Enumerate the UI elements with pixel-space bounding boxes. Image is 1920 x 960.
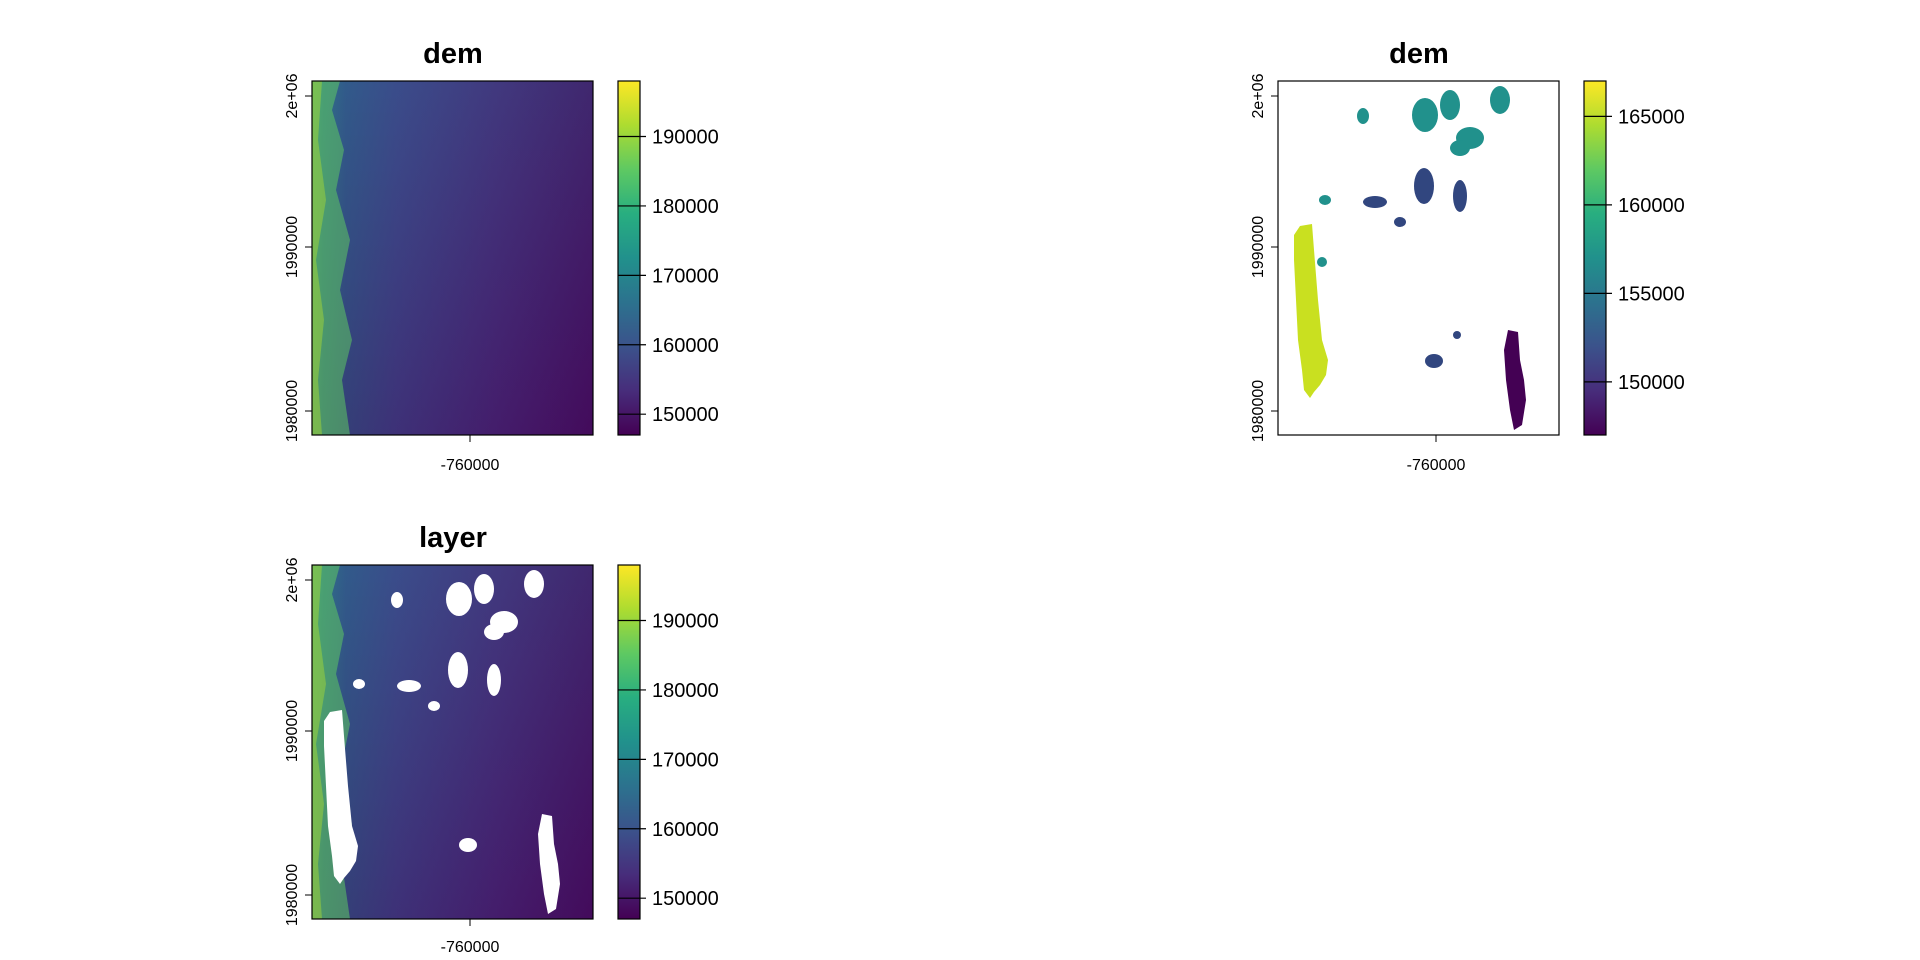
region-southeast [1504,330,1526,430]
colorbar-tick-label: 180000 [652,196,719,218]
colorbar-tick-label: 190000 [652,127,719,149]
panel-layer: layer -760000 [284,522,719,956]
colorbar-tick-label: 170000 [652,749,719,771]
colorbar-tick-label: 160000 [652,335,719,357]
plot-frame [311,80,594,436]
y-tick-label: 1990000 [1250,216,1267,278]
region-west [1294,224,1328,398]
y-tick-label: 1980000 [284,380,301,442]
colorbar-tick-label: 160000 [652,819,719,841]
raster-regions [1294,86,1526,430]
panel-dem-2: dem -760000 [1250,38,1685,474]
colorbar-tick-label: 150000 [1618,372,1685,394]
panel-title: layer [419,522,487,554]
y-tick-label: 1990000 [284,700,301,762]
x-axis: -760000 [1407,435,1466,474]
colorbar-tick-label: 160000 [1618,195,1685,217]
raster [312,565,593,919]
raster [312,81,593,435]
x-tick-label: -760000 [1407,457,1466,474]
colorbar-tick-label: 150000 [652,404,719,426]
colorbar: 150000 160000 170000 180000 190000 [617,80,719,436]
colorbar: 150000 155000 160000 165000 [1583,80,1685,436]
colorbar-tick-label: 150000 [652,888,719,910]
colorbar-tick-label: 155000 [1618,283,1685,305]
panel-dem-1: dem -760000 1980000 1990000 2e+06 150000… [284,38,719,474]
y-tick-label: 2e+06 [1250,73,1267,118]
colorbar-tick-label: 190000 [652,611,719,633]
panel-title: dem [1389,38,1449,70]
y-axis: 1980000 1990000 2e+06 [1250,73,1278,442]
panel-title: dem [423,38,483,70]
y-tick-label: 1980000 [284,864,301,926]
x-tick-label: -760000 [441,457,500,474]
colorbar: 150000 160000 170000 180000 190000 [617,564,719,920]
plot-frame [1277,80,1560,436]
y-axis: 1980000 1990000 2e+06 [284,557,312,926]
colorbar-tick-label: 170000 [652,265,719,287]
colorbar-tick-label: 180000 [652,680,719,702]
x-axis: -760000 [441,435,500,474]
plot-frame [311,564,594,920]
x-axis: -760000 [441,919,500,956]
x-tick-label: -760000 [441,939,500,956]
colorbar-tick-label: 165000 [1618,106,1685,128]
y-tick-label: 1980000 [1250,380,1267,442]
y-tick-label: 2e+06 [284,73,301,118]
y-axis: 1980000 1990000 2e+06 [284,73,312,442]
y-tick-label: 1990000 [284,216,301,278]
y-tick-label: 2e+06 [284,557,301,602]
